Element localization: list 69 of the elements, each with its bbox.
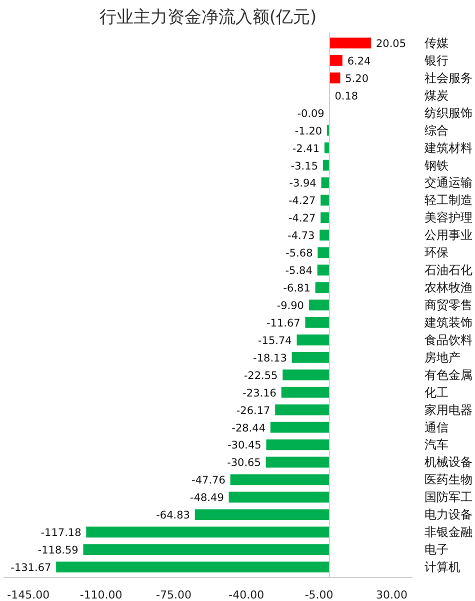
data-label: -131.67	[10, 562, 52, 574]
y-tick-label: 建筑材料	[424, 140, 472, 155]
y-tick-label: 有色金属	[424, 368, 472, 382]
y-tick-label: 汽车	[424, 438, 448, 452]
y-tick-label: 传媒	[424, 36, 448, 50]
data-label: 0.18	[334, 90, 358, 102]
y-tick-label: 房地产	[424, 350, 460, 364]
data-label: -118.59	[38, 544, 78, 557]
data-label: -15.74	[258, 334, 292, 347]
data-label: -28.44	[232, 422, 266, 434]
data-label: -0.09	[297, 108, 324, 120]
data-label: -4.73	[288, 230, 315, 242]
y-tick-label: 公用事业	[424, 228, 472, 242]
x-tick-label: -75.00	[156, 588, 192, 601]
y-tick-label: 钢铁	[424, 158, 448, 172]
y-tick-label: 美容护理	[424, 210, 472, 225]
data-label: -4.27	[288, 212, 316, 225]
y-tick-label: 非银金融	[424, 525, 472, 540]
y-tick-label: 轻工制造	[424, 193, 472, 208]
x-tick-label: -145.00	[7, 588, 50, 601]
y-tick-label: 交通运输	[424, 176, 472, 190]
x-tick-label: -5.00	[304, 588, 334, 601]
y-tick-label: 化工	[424, 385, 448, 400]
y-tick-label: 社会服务	[424, 70, 472, 85]
y-tick-label: 石油石化	[424, 263, 472, 278]
y-tick-label: 医药生物	[424, 472, 472, 487]
y-tick-label: 商贸零售	[424, 298, 472, 312]
y-tick-label: 环保	[424, 246, 448, 260]
data-label: -30.65	[227, 457, 261, 470]
y-tick-label: 银行	[424, 53, 448, 68]
data-label: -18.13	[253, 352, 287, 364]
y-tick-label: 电力设备	[424, 508, 472, 522]
y-tick-label: 综合	[424, 123, 448, 138]
data-label: -4.27	[288, 195, 316, 208]
y-tick-label: 通信	[424, 420, 448, 434]
y-tick-label: 家用电器	[424, 402, 472, 417]
data-label: -5.84	[285, 265, 313, 278]
data-label: -26.17	[236, 404, 270, 417]
y-tick-label: 纺织服饰	[424, 106, 472, 120]
data-label: -23.16	[242, 387, 277, 400]
data-label: -5.68	[286, 248, 313, 260]
y-tick-label: 建筑装饰	[424, 315, 472, 330]
y-tick-label: 农林牧渔	[424, 280, 472, 295]
x-tick-label: -40.00	[228, 588, 264, 601]
data-label: 6.24	[347, 55, 372, 68]
data-label: -1.20	[294, 125, 322, 138]
chart-title: 行业主力资金净流入额(亿元)	[99, 8, 317, 28]
data-label: -48.49	[190, 492, 224, 504]
x-tick-label: 30.00	[376, 588, 408, 601]
data-label: -3.94	[289, 178, 317, 190]
data-label: -6.81	[283, 282, 310, 295]
data-label: -47.76	[192, 474, 226, 487]
data-label: -117.18	[40, 527, 82, 540]
data-label: -9.90	[276, 300, 304, 312]
data-label: -11.67	[266, 317, 300, 330]
data-label: 5.20	[345, 72, 369, 85]
y-tick-label: 煤炭	[424, 88, 448, 102]
y-tick-label: 国防军工	[424, 490, 472, 504]
x-tick-label: -110.00	[80, 588, 122, 601]
data-label: -2.41	[292, 142, 320, 155]
data-label: -64.83	[156, 510, 190, 522]
y-tick-label: 食品饮料	[424, 332, 472, 347]
data-label: 20.05	[376, 38, 406, 50]
data-label: -30.45	[227, 440, 262, 452]
data-label: -3.15	[290, 160, 318, 172]
y-tick-label: 机械设备	[424, 455, 472, 470]
y-tick-label: 电子	[424, 542, 448, 557]
data-label: -22.55	[244, 370, 278, 382]
y-tick-label: 计算机	[424, 560, 460, 574]
